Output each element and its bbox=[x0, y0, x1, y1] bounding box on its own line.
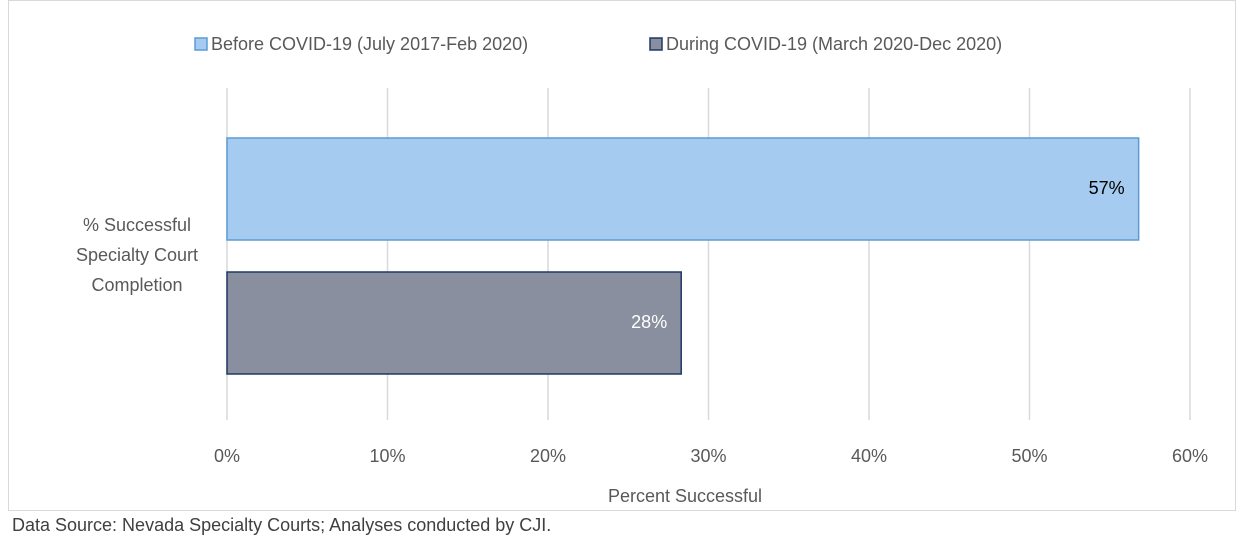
bar bbox=[226, 137, 1140, 241]
x-tick-label: 20% bbox=[530, 446, 566, 466]
legend-label: During COVID-19 (March 2020-Dec 2020) bbox=[666, 34, 1002, 54]
data-label: 28% bbox=[631, 312, 667, 332]
x-axis-title: Percent Successful bbox=[608, 486, 762, 506]
x-tick-label: 0% bbox=[214, 446, 240, 466]
x-tick-label: 50% bbox=[1011, 446, 1047, 466]
category-label: % Successful Specialty Court Completion bbox=[75, 215, 199, 295]
legend-label: Before COVID-19 (July 2017-Feb 2020) bbox=[211, 34, 528, 54]
legend-swatch bbox=[649, 37, 663, 51]
legend-swatch bbox=[194, 37, 208, 51]
chart-frame bbox=[8, 0, 1236, 511]
x-tick-label: 40% bbox=[851, 446, 887, 466]
x-tick-label: 60% bbox=[1172, 446, 1208, 466]
source-note: Data Source: Nevada Specialty Courts; An… bbox=[12, 515, 551, 535]
x-tick-label: 30% bbox=[690, 446, 726, 466]
data-label: 57% bbox=[1089, 178, 1125, 198]
x-tick-label: 10% bbox=[369, 446, 405, 466]
bar bbox=[226, 271, 682, 375]
